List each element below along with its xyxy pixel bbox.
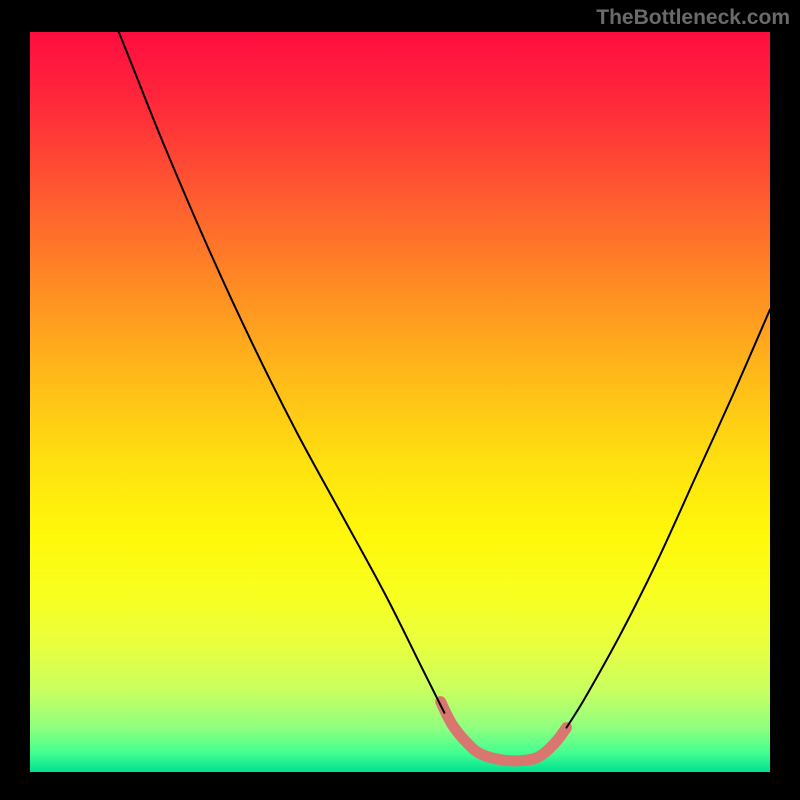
chart-svg xyxy=(30,32,770,772)
chart-container: TheBottleneck.com xyxy=(0,0,800,800)
watermark-text: TheBottleneck.com xyxy=(596,6,790,30)
plot-area xyxy=(30,32,770,772)
gradient-background xyxy=(30,32,770,772)
